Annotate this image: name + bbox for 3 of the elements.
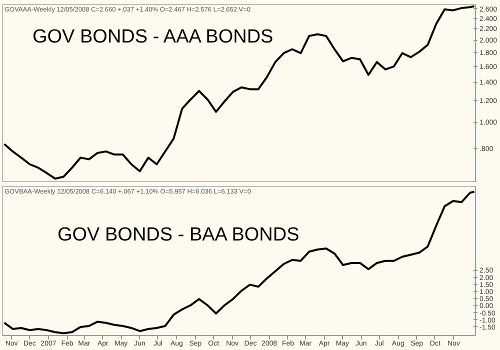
line-series [3,5,476,180]
text: GOV BONDS - AAA BONDS [32,26,274,48]
text: GOV BONDS - BAA BONDS [58,224,300,246]
